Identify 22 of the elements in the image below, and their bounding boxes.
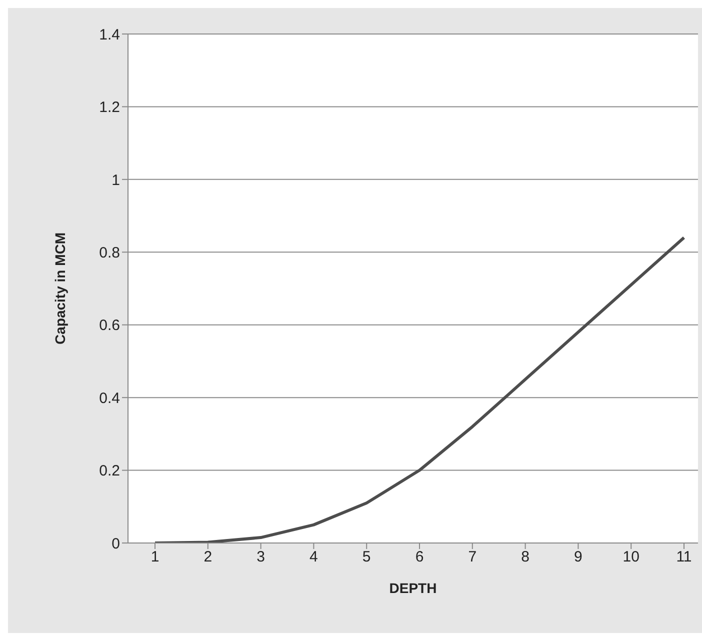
x-tick-label: 1 [150, 548, 160, 566]
x-tick-label: 4 [310, 548, 318, 566]
x-tick-label: 7 [468, 548, 477, 566]
x-tick-label: 9 [574, 548, 582, 566]
x-tick-label: 6 [415, 548, 424, 566]
x-tick-label: 8 [521, 548, 530, 566]
y-tick-label: 0.6 [99, 317, 120, 334]
y-tick-label: 0.2 [99, 462, 120, 480]
y-tick-label: 0.8 [99, 244, 120, 262]
x-tick-label: 5 [362, 548, 371, 566]
x-tick-label: 2 [204, 548, 212, 566]
y-tick-label: 1.2 [99, 99, 120, 116]
y-axis-title: Capacity in MCM [52, 232, 68, 345]
y-tick-label: 1 [112, 172, 120, 189]
x-axis-title: DEPTH [389, 580, 437, 596]
y-tick-label: 1.4 [99, 26, 120, 44]
y-tick-label: 0 [112, 535, 120, 552]
x-tick-label: 3 [256, 548, 265, 566]
x-tick-label: 10 [622, 548, 640, 566]
y-tick-label: 0.4 [99, 390, 120, 407]
x-tick-label: 11 [676, 548, 692, 566]
line-series [154, 236, 686, 543]
